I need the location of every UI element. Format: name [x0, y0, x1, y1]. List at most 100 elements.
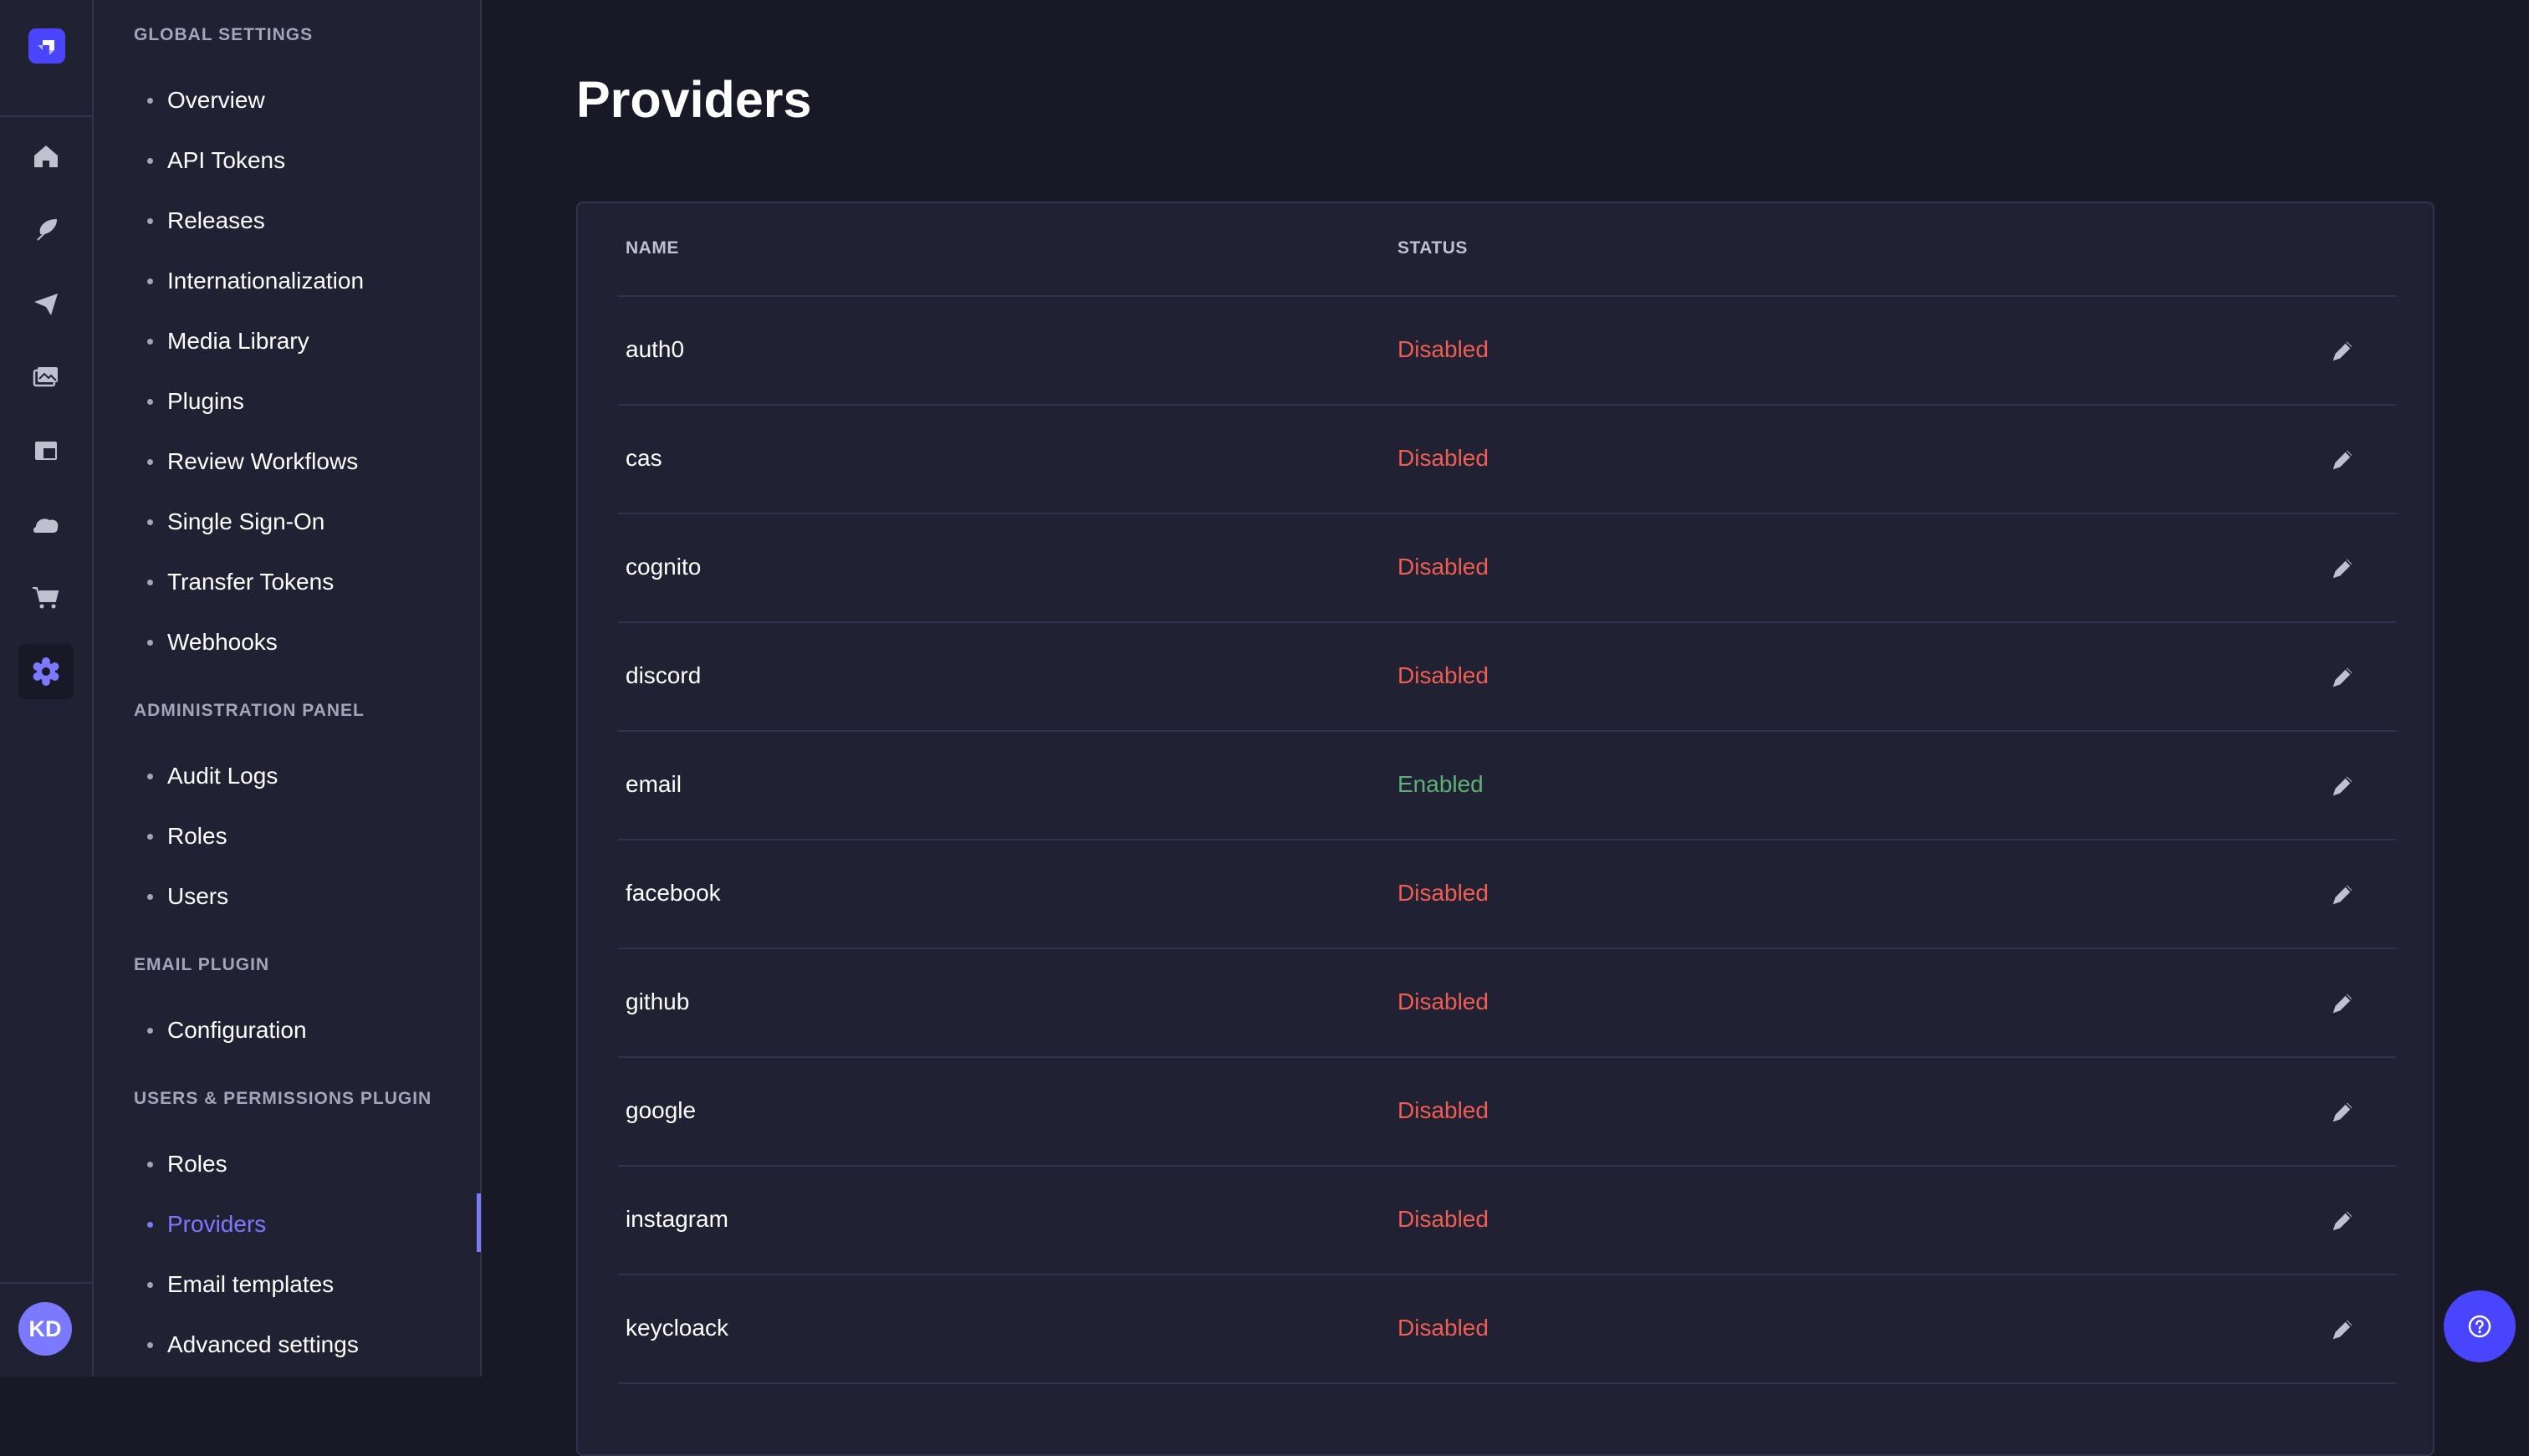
subnav-item-single-sign-on[interactable]: Single Sign-On — [147, 503, 324, 540]
subnav-item-webhooks[interactable]: Webhooks — [147, 624, 278, 661]
table-row[interactable]: facebook Disabled — [618, 840, 2396, 949]
subnav-item-audit-logs[interactable]: Audit Logs — [147, 758, 278, 794]
bullet — [147, 1161, 153, 1167]
subnav-item-roles[interactable]: Roles — [147, 818, 227, 855]
table-row[interactable]: google Disabled — [618, 1058, 2396, 1167]
status-badge: Disabled — [1397, 445, 1489, 471]
table-row[interactable]: cas Disabled — [618, 406, 2396, 514]
layout-icon — [35, 442, 57, 460]
pencil-icon[interactable] — [2328, 446, 2357, 474]
subnav-item-label: Roles — [167, 823, 227, 849]
status-badge: Enabled — [1397, 771, 1484, 797]
provider-name: github — [626, 989, 690, 1014]
table-row[interactable]: auth0 Disabled — [618, 297, 2396, 406]
nav-paper-plane-link[interactable] — [18, 276, 74, 331]
subnav-item-internationalization[interactable]: Internationalization — [147, 263, 364, 299]
table-row[interactable]: keycloack Disabled — [618, 1275, 2396, 1384]
pencil-icon[interactable] — [2328, 1207, 2357, 1235]
bullet — [147, 1221, 153, 1228]
subnav-item-label: Advanced settings — [167, 1331, 359, 1357]
status-badge: Disabled — [1397, 662, 1489, 688]
subnav-item-users[interactable]: Users — [147, 878, 228, 915]
nav-gear-link[interactable] — [18, 644, 74, 699]
subnav-item-label: Review Workflows — [167, 448, 359, 474]
column-header-name: NAME — [626, 238, 679, 258]
table-row[interactable]: cognito Disabled — [618, 514, 2396, 623]
subnav-item-label: Webhooks — [167, 629, 278, 655]
bullet — [147, 97, 153, 104]
subnav-item-transfer-tokens[interactable]: Transfer Tokens — [147, 564, 334, 600]
cloud-icon — [33, 519, 59, 533]
pencil-icon[interactable] — [2328, 1316, 2357, 1344]
subnav-item-label: Users — [167, 883, 229, 909]
subnav-item-roles[interactable]: Roles — [147, 1146, 227, 1183]
status-badge: Disabled — [1397, 336, 1489, 362]
subnav-item-label: Email templates — [167, 1271, 335, 1297]
table-row[interactable]: instagram Disabled — [618, 1167, 2396, 1275]
pencil-icon[interactable] — [2328, 989, 2357, 1018]
nav-layout-link[interactable] — [18, 423, 74, 478]
subnav-item-label: API Tokens — [167, 147, 286, 173]
bullet — [147, 338, 153, 345]
status-badge: Disabled — [1397, 989, 1489, 1014]
subnav-item-review-workflows[interactable]: Review Workflows — [147, 443, 358, 480]
bullet — [147, 1281, 153, 1288]
subnav-item-providers[interactable]: Providers — [147, 1206, 266, 1243]
subnav-item-label: Overview — [167, 87, 265, 113]
bullet — [147, 833, 153, 840]
pencil-icon[interactable] — [2328, 881, 2357, 909]
settings-subnav: GLOBAL SETTINGS Overview API Tokens Release… — [94, 0, 482, 1377]
table-header: NAME STATUS — [618, 203, 2396, 297]
provider-name: keycloack — [626, 1315, 728, 1341]
paper-plane-icon — [34, 294, 58, 315]
table-row[interactable]: github Disabled — [618, 949, 2396, 1058]
subnav-item-configuration[interactable]: Configuration — [147, 1012, 307, 1049]
question-circle-icon — [2468, 1315, 2491, 1338]
subnav-item-overview[interactable]: Overview — [147, 82, 265, 119]
table-row[interactable]: email Enabled — [618, 732, 2396, 840]
subnav-item-plugins[interactable]: Plugins — [147, 383, 244, 420]
nav-feather-link[interactable] — [18, 202, 74, 258]
section-heading: EMAIL PLUGIN — [134, 955, 270, 974]
bullet — [147, 398, 153, 405]
main-nav-rail: KD — [0, 0, 94, 1377]
images-icon — [33, 367, 58, 387]
status-badge: Disabled — [1397, 880, 1489, 906]
section-heading: USERS & PERMISSIONS PLUGIN — [134, 1089, 432, 1108]
help-button[interactable] — [2444, 1290, 2516, 1362]
strapi-logo[interactable] — [28, 28, 65, 64]
subnav-item-media-library[interactable]: Media Library — [147, 323, 309, 360]
subnav-item-advanced-settings[interactable]: Advanced settings — [147, 1326, 359, 1363]
provider-name: discord — [626, 662, 702, 688]
nav-cloud-link[interactable] — [18, 497, 74, 552]
nav-cart-link[interactable] — [18, 570, 74, 626]
column-header-status: STATUS — [1397, 238, 1468, 258]
subnav-item-api-tokens[interactable]: API Tokens — [147, 142, 285, 179]
bullet — [147, 157, 153, 164]
providers-table: NAME STATUS auth0 Disabled cas Disabled cogn… — [576, 202, 2434, 1456]
subnav-item-releases[interactable]: Releases — [147, 202, 265, 239]
nav-home-link[interactable] — [18, 129, 74, 184]
table-row[interactable]: discord Disabled — [618, 623, 2396, 732]
bullet — [147, 773, 153, 779]
bullet — [147, 893, 153, 900]
bullet — [147, 217, 153, 224]
status-badge: Disabled — [1397, 554, 1489, 580]
bullet — [147, 519, 153, 525]
pencil-icon[interactable] — [2328, 337, 2357, 365]
subnav-item-email-templates[interactable]: Email templates — [147, 1266, 334, 1303]
bullet — [147, 278, 153, 284]
subnav-item-label: Configuration — [167, 1017, 307, 1043]
user-avatar[interactable]: KD — [18, 1302, 72, 1356]
subnav-item-label: Internationalization — [167, 268, 365, 294]
cart-icon — [33, 587, 59, 609]
provider-name: email — [626, 771, 682, 797]
pencil-icon[interactable] — [2328, 1098, 2357, 1126]
nav-images-link[interactable] — [18, 350, 74, 405]
pencil-icon[interactable] — [2328, 554, 2357, 583]
provider-name: google — [626, 1097, 697, 1123]
pencil-icon[interactable] — [2328, 663, 2357, 692]
pencil-icon[interactable] — [2328, 772, 2357, 800]
subnav-item-label: Single Sign-On — [167, 508, 325, 534]
page-title: Providers — [576, 71, 812, 128]
